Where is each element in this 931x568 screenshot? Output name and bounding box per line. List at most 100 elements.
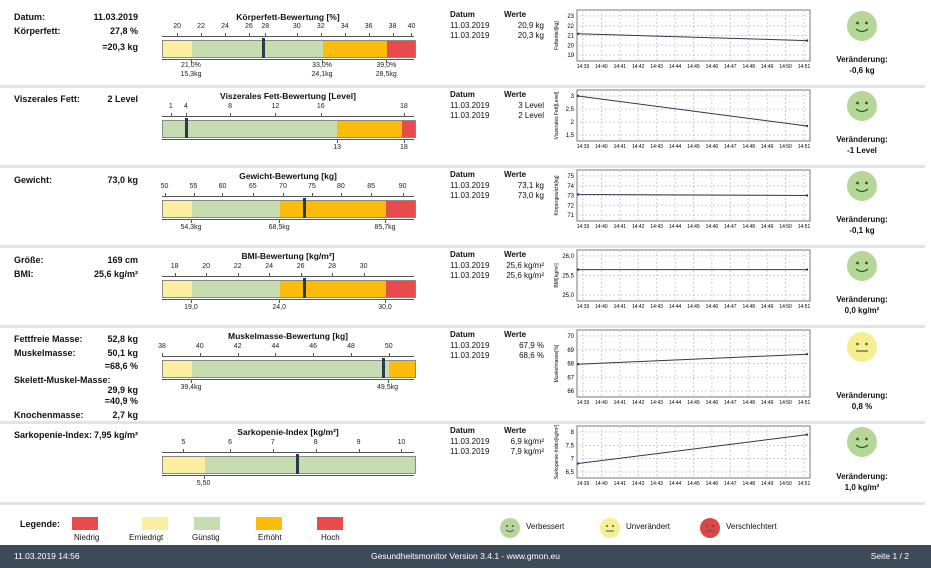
scale-tick-label: 40 bbox=[195, 343, 204, 350]
chart-y-tick: 23 bbox=[567, 14, 574, 20]
section-separator bbox=[0, 245, 925, 248]
rating-segment-reduced bbox=[163, 41, 192, 57]
legend-swatch-favorable bbox=[194, 517, 220, 530]
measure-value: 2,7 kg bbox=[112, 410, 138, 420]
chart-x-tick: 14:41 bbox=[614, 481, 627, 487]
history-header-values: Werte bbox=[504, 10, 527, 19]
chart-x-tick: 14:46 bbox=[706, 304, 719, 310]
scale-tick-label: 65 bbox=[248, 183, 257, 190]
scale-tick-label: 24 bbox=[221, 23, 229, 30]
history-value: 7,9 kg/m² bbox=[510, 447, 544, 456]
boundary-tick bbox=[322, 59, 324, 63]
scale-tick-mark bbox=[296, 33, 298, 37]
scale-tick-mark bbox=[275, 113, 277, 117]
scale-tick-label: 36 bbox=[364, 23, 373, 30]
scale-tick-mark bbox=[230, 113, 232, 117]
boundary-percent: 39,0% bbox=[376, 62, 397, 69]
current-value-marker bbox=[303, 278, 307, 298]
scale-tick-label: 40 bbox=[407, 23, 416, 30]
scale-axis-line bbox=[162, 356, 414, 357]
scale-tick-mark bbox=[272, 449, 274, 453]
footer-bar: 11.03.2019 14:56 Gesundheitsmonitor Vers… bbox=[0, 545, 931, 568]
scale-tick-mark bbox=[162, 353, 163, 357]
chart-x-tick: 14:42 bbox=[632, 224, 645, 230]
scale-tick-label: 8 bbox=[313, 439, 318, 446]
chart-x-tick: 14:40 bbox=[595, 144, 608, 150]
chart-y-tick: 74 bbox=[567, 184, 574, 190]
trend-chart: 26,0 25,5 25,014:39 14:40 14:41 14:42 14:43 14:… bbox=[554, 249, 811, 310]
scale-tick-label: 4 bbox=[183, 103, 188, 110]
boundary-value: 30,0 bbox=[378, 304, 392, 311]
scale-tick-label: 20 bbox=[202, 263, 210, 270]
legend-smiley-worse-icon bbox=[700, 518, 720, 538]
history-date: 11.03.2019 bbox=[450, 191, 490, 200]
chart-series-line bbox=[577, 353, 808, 365]
rating-segment-elevated bbox=[280, 201, 386, 217]
boundary-tick bbox=[386, 59, 388, 63]
legend-label-improved: Verbessert bbox=[526, 522, 565, 531]
rating-bar bbox=[162, 120, 416, 138]
scale-tick-mark bbox=[237, 353, 239, 357]
scale-tick-mark bbox=[265, 33, 267, 37]
bar-bottom-axis bbox=[162, 475, 414, 476]
chart-x-tick: 14:44 bbox=[669, 224, 682, 230]
chart-x-tick: 14:48 bbox=[742, 400, 755, 406]
history-date: 11.03.2019 bbox=[450, 181, 490, 190]
scale-tick-mark bbox=[225, 33, 226, 37]
scale-tick-label: 10 bbox=[397, 439, 406, 446]
history-date: 11.03.2019 bbox=[450, 271, 490, 280]
measure-label: Skelett-Muskel-Masse: bbox=[14, 375, 111, 385]
scale-tick-mark bbox=[313, 353, 315, 357]
rating-bar bbox=[162, 456, 416, 474]
boundary-value: 28,5kg bbox=[375, 71, 397, 78]
chart-y-tick: 26,0 bbox=[562, 254, 574, 260]
rating-bar-title: Sarkopenie-Index [kg/m²] bbox=[237, 427, 339, 437]
boundary-value: 68,5kg bbox=[268, 224, 290, 231]
trend-smiley-improved-icon bbox=[847, 171, 877, 201]
history-date: 11.03.2019 bbox=[450, 111, 490, 120]
rating-segment-reduced bbox=[163, 457, 205, 473]
chart-y-tick: 19 bbox=[567, 53, 574, 59]
boundary-tick bbox=[190, 59, 192, 63]
scale-tick-mark bbox=[388, 353, 390, 357]
chart-y-tick: 75 bbox=[567, 174, 574, 180]
scale-tick-mark bbox=[371, 193, 373, 197]
measure-value: 52,8 kg bbox=[107, 334, 138, 344]
boundary-percent: 33,0% bbox=[312, 62, 332, 69]
history-value: 68,6 % bbox=[519, 351, 544, 360]
chart-point bbox=[805, 353, 809, 356]
change-value: -0,1 kg bbox=[849, 226, 875, 235]
rating-bar-title: Viszerales Fett-Bewertung [Level] bbox=[220, 91, 356, 101]
chart-x-tick: 14:45 bbox=[687, 481, 700, 487]
change-value: -1 Level bbox=[847, 146, 877, 155]
chart-x-tick: 14:40 bbox=[595, 64, 608, 70]
chart-series-line bbox=[577, 33, 808, 42]
chart-x-tick: 14:40 bbox=[595, 224, 608, 230]
change-value: -0,6 kg bbox=[849, 66, 875, 75]
chart-point bbox=[805, 268, 809, 271]
chart-x-tick: 14:46 bbox=[706, 481, 719, 487]
chart-series-line bbox=[577, 434, 808, 465]
scale-tick-label: 6 bbox=[228, 439, 232, 446]
scale-tick-label: 8 bbox=[228, 103, 232, 110]
chart-y-label: BMI[kg/m²] bbox=[554, 263, 560, 288]
measure-label: Fettfreie Masse: bbox=[14, 334, 83, 344]
chart-x-tick: 14:40 bbox=[595, 400, 608, 406]
current-value-marker bbox=[261, 38, 265, 58]
rating-segment-reduced bbox=[163, 281, 192, 297]
scale-tick-mark bbox=[363, 273, 365, 277]
rating-bar bbox=[162, 40, 416, 58]
rating-segment-elevated bbox=[388, 361, 415, 377]
scale-tick-mark bbox=[237, 273, 239, 277]
chart-y-tick: 7 bbox=[571, 457, 575, 463]
scale-tick-label: 50 bbox=[160, 183, 169, 190]
scale-tick-mark bbox=[282, 193, 284, 197]
measure-value: 7,95 kg/m² bbox=[93, 430, 138, 440]
scale-tick-label: 18 bbox=[400, 103, 408, 110]
scale-tick-mark bbox=[222, 193, 224, 197]
chart-x-tick: 14:45 bbox=[687, 144, 700, 150]
scale-tick-label: 34 bbox=[340, 23, 349, 30]
chart-x-tick: 14:50 bbox=[779, 400, 792, 406]
boundary-tick bbox=[190, 379, 192, 383]
chart-x-tick: 14:45 bbox=[687, 304, 700, 310]
